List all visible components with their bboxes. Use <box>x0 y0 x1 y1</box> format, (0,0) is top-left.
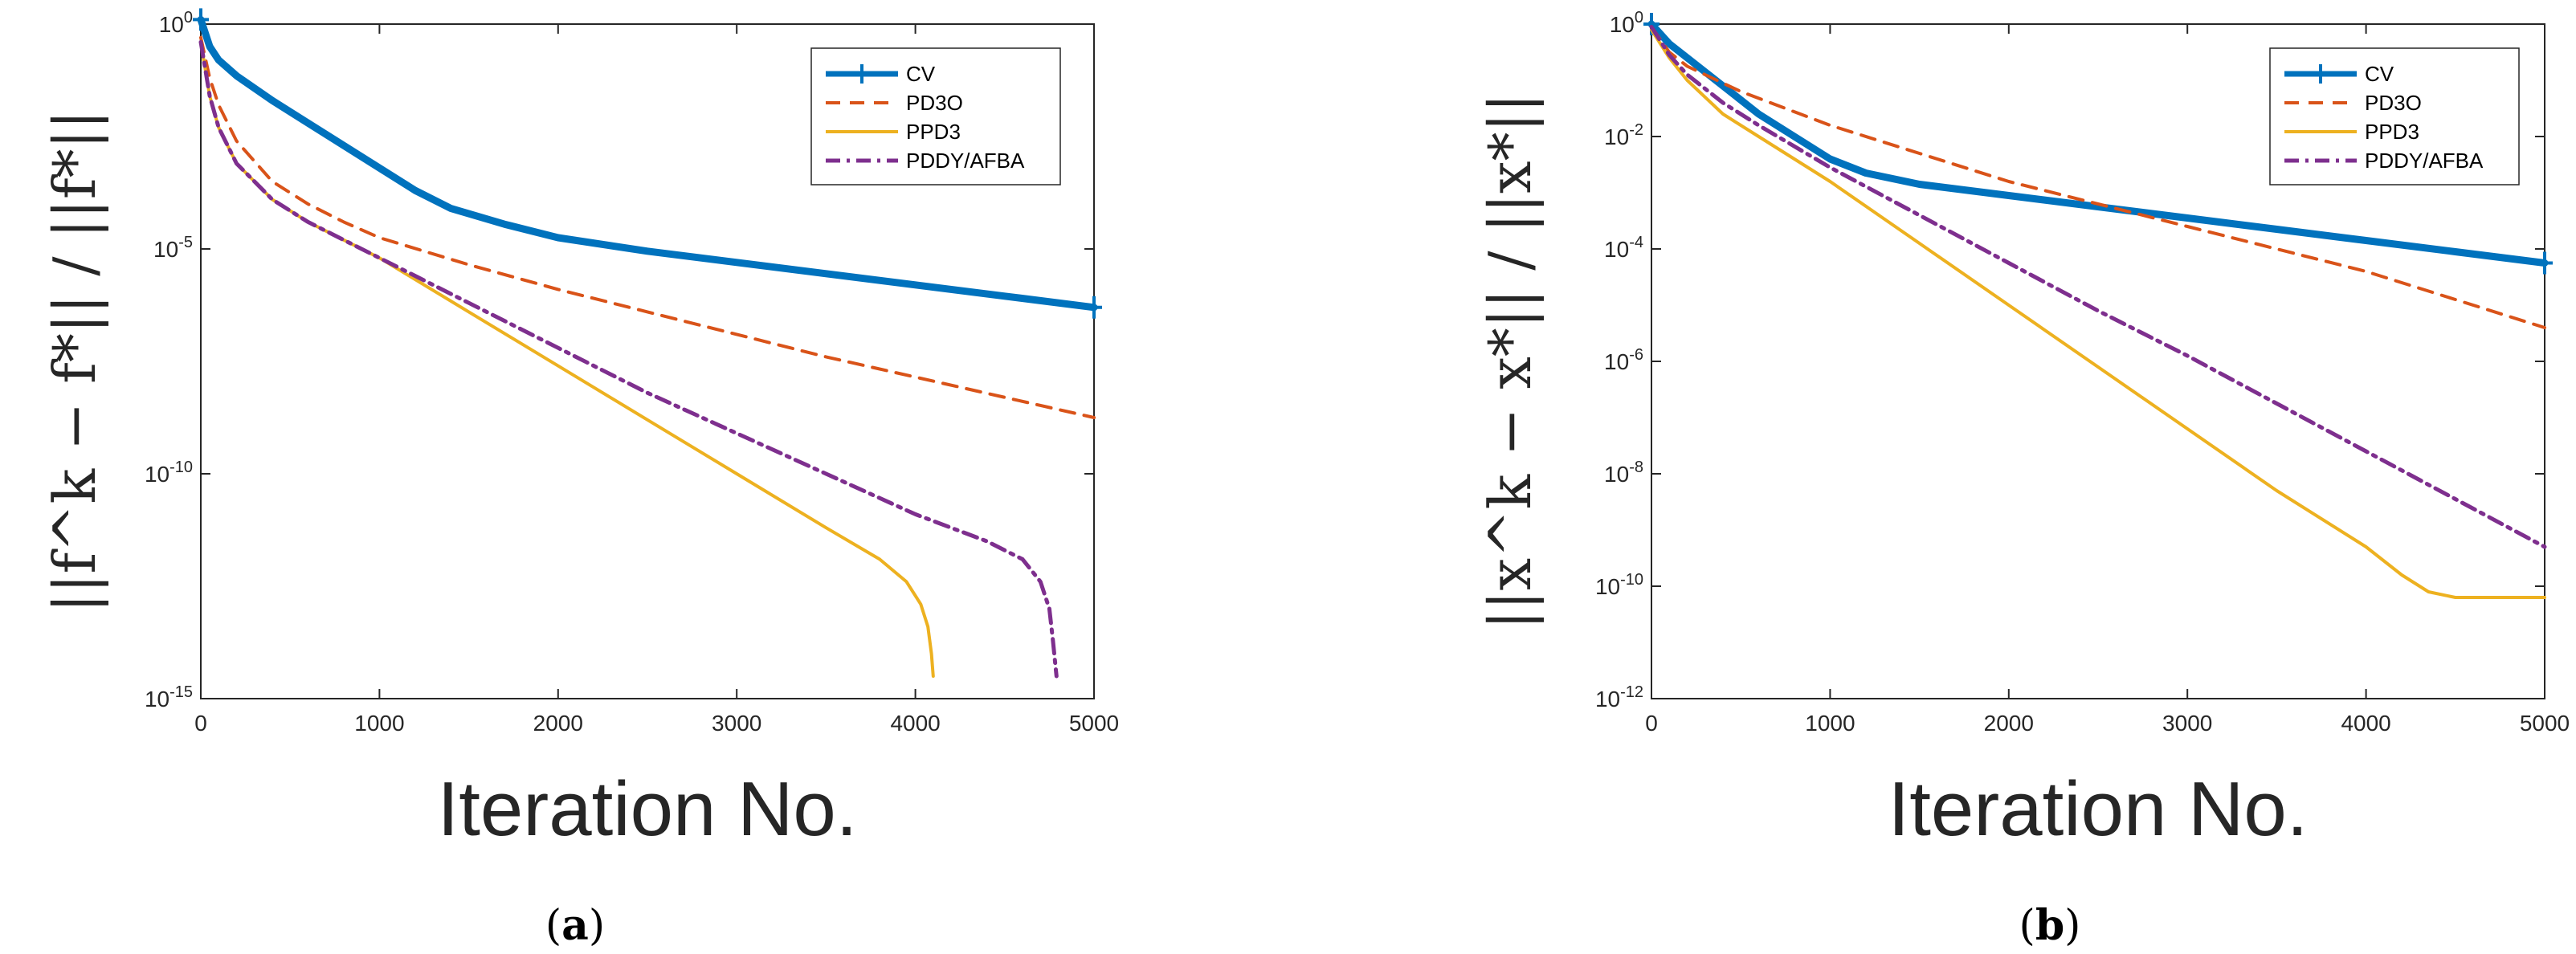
x-tick-label: 2000 <box>533 711 583 736</box>
panel-label-a: (a) <box>545 901 605 950</box>
y-tick-label: 100 <box>1610 9 1643 37</box>
panel-b: 0 1000 2000 3000 4000 5000 100 10-2 10-4 10-6 10-… <box>1476 9 2570 950</box>
legend-label: PDDY/AFBA <box>906 149 1025 173</box>
y-tick-label: 10-6 <box>1604 346 1643 374</box>
x-tick-label: 0 <box>194 711 207 736</box>
legend-box-a <box>810 47 1061 186</box>
y-tick-label: 10-4 <box>1604 234 1643 262</box>
x-tick-labels-a: 0 1000 2000 3000 4000 5000 <box>194 711 1119 736</box>
x-tick-label: 0 <box>1645 711 1658 736</box>
legend-label: PDDY/AFBA <box>2365 149 2484 173</box>
series-line-pddy-afba <box>198 39 1059 679</box>
legend-label: CV <box>906 62 936 86</box>
y-tick-labels-b: 100 10-2 10-4 10-6 10-8 10-10 10-12 <box>1595 9 1643 711</box>
y-tick-label: 10-15 <box>145 683 193 711</box>
x-tick-label: 5000 <box>1069 711 1119 736</box>
series-line-ppd3 <box>1650 28 2546 599</box>
legend-b: CV PD3O PPD3 PDDY/AFBA <box>2269 47 2520 186</box>
legend-label: PD3O <box>2365 91 2422 115</box>
x-tick-label: 2000 <box>1984 711 2034 736</box>
legend-label: PPD3 <box>906 120 961 144</box>
x-tick-label: 5000 <box>2520 711 2570 736</box>
series-layer-a <box>193 8 1102 679</box>
y-tick-labels-a: 100 10-5 10-10 10-15 <box>145 9 193 711</box>
y-tick-label: 10-12 <box>1595 683 1643 711</box>
legend-box-b <box>2269 47 2520 186</box>
legend-label: CV <box>2365 62 2394 86</box>
series-line-cv <box>1647 20 2549 267</box>
y-tick-label: 10-8 <box>1604 459 1643 487</box>
y-axis-label-b: ||x^k − x*|| / ||x*|| <box>1476 93 1544 630</box>
y-tick-label: 100 <box>159 9 193 37</box>
series-line-pddy-afba <box>1649 25 2547 549</box>
series-line-cv <box>197 15 1098 312</box>
x-tick-label: 4000 <box>890 711 940 736</box>
legend-label: PPD3 <box>2365 120 2419 144</box>
series-layer-b <box>1643 13 2553 599</box>
x-axis-label-b: Iteration No. <box>1888 766 2309 852</box>
y-tick-label: 10-2 <box>1604 121 1643 149</box>
panel-a: 0 1000 2000 3000 4000 5000 10010-510-1010-15 … <box>41 8 1119 950</box>
x-tick-label: 3000 <box>2162 711 2212 736</box>
legend-label: PD3O <box>906 91 963 115</box>
legend-a: CV PD3O PPD3 PDDY/AFBA <box>810 47 1061 186</box>
y-tick-label: 10-10 <box>1595 571 1643 599</box>
ticks-b <box>1651 23 2545 699</box>
x-tick-label: 4000 <box>2341 711 2390 736</box>
series-marker-cv <box>193 8 209 31</box>
x-axis-label-a: Iteration No. <box>438 766 858 852</box>
ticks-a <box>200 23 1095 699</box>
x-tick-labels-b: 0 1000 2000 3000 4000 5000 <box>1645 711 2570 736</box>
y-tick-label: 10-5 <box>153 234 193 262</box>
y-tick-label: 10-10 <box>145 459 193 487</box>
panel-label-b: (b) <box>2019 901 2081 950</box>
x-tick-label: 1000 <box>1805 711 1855 736</box>
x-tick-label: 1000 <box>354 711 404 736</box>
x-tick-label: 3000 <box>712 711 761 736</box>
series-line-pd3o <box>1650 25 2546 329</box>
series-marker-cv <box>1086 296 1102 319</box>
series-marker-cv <box>2537 251 2553 275</box>
y-axis-label-a: ||f^k − f*|| / ||f*|| <box>41 110 108 613</box>
